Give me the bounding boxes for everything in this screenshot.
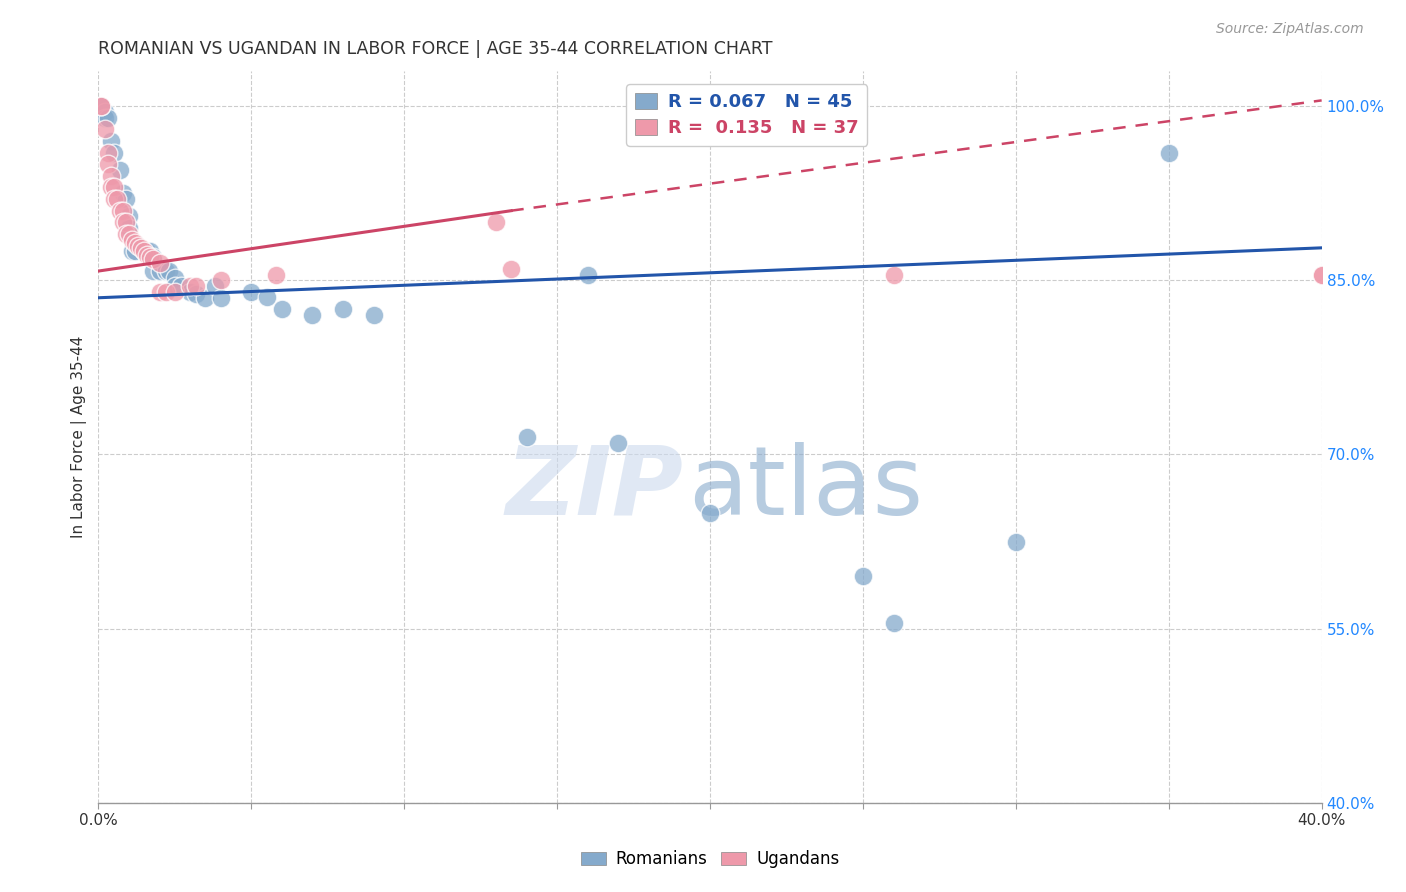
Point [105, 192, 128, 206]
Point [142, 250, 165, 264]
Y-axis label: In Labor Force | Age 35-44: In Labor Force | Age 35-44 [72, 336, 87, 538]
Point [186, 287, 208, 301]
Point [1310, 268, 1333, 282]
Point [142, 252, 165, 267]
Point [93, 111, 115, 125]
Point [129, 241, 152, 255]
Point [97, 157, 120, 171]
Point [516, 430, 538, 444]
Point [155, 264, 177, 278]
Point [163, 285, 186, 299]
Point [1157, 145, 1180, 160]
Point [163, 271, 186, 285]
Point [111, 186, 134, 201]
Point [111, 203, 134, 218]
Point [240, 285, 263, 299]
Point [149, 256, 172, 270]
Point [134, 244, 156, 259]
Text: ROMANIAN VS UGANDAN IN LABOR FORCE | AGE 35-44 CORRELATION CHART: ROMANIAN VS UGANDAN IN LABOR FORCE | AGE… [98, 40, 773, 58]
Point [163, 279, 186, 293]
Point [103, 145, 125, 160]
Point [90, 99, 112, 113]
Point [118, 221, 141, 235]
Point [115, 192, 138, 206]
Point [194, 291, 217, 305]
Point [97, 111, 120, 125]
Legend: Romanians, Ugandans: Romanians, Ugandans [574, 844, 846, 875]
Point [155, 285, 177, 299]
Point [100, 134, 122, 148]
Point [179, 279, 201, 293]
Point [93, 105, 115, 120]
Point [134, 244, 156, 259]
Point [270, 302, 292, 317]
Point [485, 215, 508, 229]
Point [501, 261, 523, 276]
Point [157, 264, 180, 278]
Point [103, 192, 125, 206]
Point [301, 308, 323, 322]
Point [124, 236, 146, 251]
Text: atlas: atlas [688, 442, 924, 535]
Point [149, 264, 172, 278]
Point [139, 250, 162, 264]
Point [576, 268, 599, 282]
Point [852, 569, 875, 583]
Point [209, 291, 232, 305]
Point [90, 99, 112, 113]
Point [90, 99, 112, 113]
Point [179, 285, 201, 299]
Point [186, 279, 208, 293]
Point [121, 244, 143, 259]
Point [108, 203, 131, 218]
Point [100, 169, 122, 183]
Point [90, 99, 112, 113]
Point [699, 506, 721, 520]
Point [136, 248, 159, 262]
Point [90, 99, 112, 113]
Point [204, 279, 226, 293]
Point [363, 308, 385, 322]
Point [118, 227, 141, 241]
Point [332, 302, 354, 317]
Point [139, 244, 162, 259]
Point [124, 244, 146, 259]
Point [170, 279, 193, 293]
Point [121, 233, 143, 247]
Point [149, 285, 172, 299]
Point [142, 264, 165, 278]
Point [256, 290, 278, 304]
Point [103, 180, 125, 194]
Point [111, 215, 134, 229]
Point [115, 227, 138, 241]
Point [264, 268, 287, 282]
Point [118, 210, 141, 224]
Point [209, 273, 232, 287]
Point [100, 180, 122, 194]
Point [108, 163, 131, 178]
Point [93, 122, 115, 136]
Point [883, 615, 905, 630]
Point [127, 238, 149, 252]
Point [607, 436, 630, 450]
Point [115, 215, 138, 229]
Text: ZIP: ZIP [505, 442, 683, 535]
Point [883, 268, 905, 282]
Point [136, 244, 159, 259]
Point [97, 145, 120, 160]
Text: Source: ZipAtlas.com: Source: ZipAtlas.com [1216, 22, 1364, 37]
Point [1310, 268, 1333, 282]
Point [1004, 534, 1026, 549]
